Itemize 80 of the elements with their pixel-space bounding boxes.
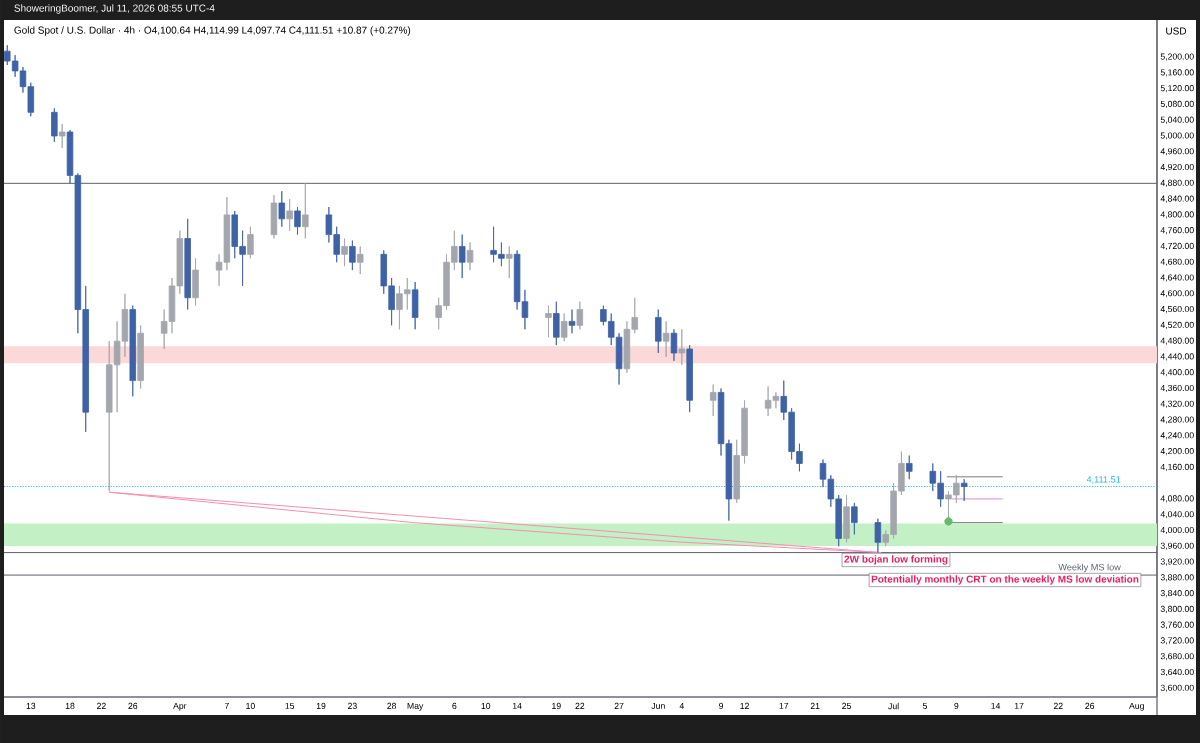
y-tick-label: 5,160.00	[1160, 69, 1194, 77]
annotation: Potentially monthly CRT on the weekly MS low deviation	[871, 575, 1139, 585]
x-tick-label: 14	[991, 702, 1001, 709]
y-tick-label: 4,760.00	[1160, 227, 1194, 235]
y-tick-label: 4,440.00	[1160, 353, 1194, 361]
x-tick-label: 12	[740, 702, 749, 709]
x-tick-label: 19	[316, 702, 326, 709]
y-tick-label: 4,800.00	[1160, 211, 1194, 219]
ref-line-label: 4,111.51	[1086, 476, 1121, 484]
y-tick-label: 3,680.00	[1160, 653, 1194, 661]
text: Gold Spot / U.S. Dollar · 4h · O4,100.64 H4,114.99 L4,097.74 C4,111.51 +10.87 (+0.27%)	[14, 26, 411, 36]
y-tick-label: 5,200.00	[1160, 53, 1194, 61]
y-tick-label: 4,960.00	[1160, 148, 1194, 156]
x-tick-label: 14	[512, 702, 522, 709]
y-tick-label: 4,600.00	[1160, 290, 1194, 298]
x-tick-label: 22	[1053, 702, 1063, 709]
x-tick-label: 17	[1014, 702, 1024, 709]
y-tick-label: 3,720.00	[1160, 637, 1194, 645]
y-tick-label: 3,800.00	[1160, 605, 1194, 613]
x-tick-label: 26	[128, 702, 138, 709]
y-tick-label: 4,920.00	[1160, 163, 1194, 172]
y-tick-label: 4,400.00	[1160, 369, 1194, 377]
x-tick-label: Jun	[651, 702, 665, 709]
x-tick-label: 19	[552, 702, 561, 709]
x-tick-label: 5	[922, 702, 928, 709]
y-tick-label: 4,280.00	[1160, 416, 1194, 424]
y-tick-label: 5,120.00	[1160, 85, 1194, 93]
x-tick-label: May	[407, 702, 424, 711]
y-tick-label: 4,160.00	[1160, 463, 1194, 471]
x-tick-label: 28	[387, 702, 397, 709]
y-tick-label: 4,480.00	[1160, 337, 1194, 345]
x-tick-label: 22	[97, 702, 106, 709]
y-tick-label: 4,000.00	[1160, 526, 1194, 535]
x-tick-label: 9	[954, 702, 959, 709]
x-tick-label: 9	[719, 702, 724, 709]
annotation: 2W bojan low forming	[844, 555, 948, 565]
y-tick-label: 5,000.00	[1160, 132, 1194, 140]
y-tick-label: 4,880.00	[1160, 179, 1194, 187]
x-tick-label: 26	[1085, 702, 1095, 709]
y-tick-label: 3,760.00	[1160, 621, 1194, 629]
x-tick-label: 18	[65, 702, 75, 709]
x-tick-label: 21	[810, 702, 820, 709]
x-tick-label: 6	[452, 702, 457, 709]
y-tick-label: 4,040.00	[1160, 511, 1194, 519]
x-tick-label: 27	[614, 702, 624, 709]
x-tick-label: 22	[575, 702, 585, 709]
x-tick-label: 10	[246, 702, 255, 709]
x-tick-label: 4	[679, 702, 684, 709]
y-tick-label: 4,840.00	[1160, 195, 1194, 203]
y-tick-label: 4,640.00	[1160, 274, 1194, 282]
y-tick-label: 4,320.00	[1160, 400, 1194, 408]
y-tick-label: 4,080.00	[1160, 495, 1194, 503]
y-tick-label: 3,920.00	[1160, 558, 1194, 566]
y-axis-title: USD	[1166, 27, 1187, 35]
x-tick-label: 10	[481, 702, 491, 709]
y-tick-label: 4,720.00	[1160, 242, 1194, 251]
y-tick-label: 3,960.00	[1160, 542, 1194, 550]
x-tick-label: 15	[285, 702, 295, 709]
x-tick-label: Apr	[173, 702, 187, 711]
y-tick-label: 3,600.00	[1160, 684, 1194, 692]
y-tick-label: 4,360.00	[1160, 384, 1194, 393]
x-tick-label: 25	[842, 702, 851, 709]
y-tick-label: 5,080.00	[1160, 100, 1194, 108]
y-tick-label: 4,560.00	[1160, 305, 1194, 314]
y-tick-label: 3,880.00	[1160, 574, 1194, 582]
y-tick-label: 4,200.00	[1160, 448, 1194, 456]
y-tick-label: 3,840.00	[1160, 590, 1194, 598]
x-tick-label: 13	[26, 702, 36, 709]
ref-line-label: Weekly MS low	[1058, 563, 1121, 573]
y-tick-label: 4,240.00	[1160, 432, 1194, 440]
x-tick-label: Jul	[888, 702, 899, 710]
x-tick-label: 23	[348, 702, 357, 709]
x-tick-label: Aug	[1129, 702, 1144, 711]
text: ShoweringBoomer, Jul 11, 2026 08:55 UTC-4	[14, 4, 215, 14]
x-tick-label: 7	[224, 702, 229, 709]
x-tick-label: 17	[779, 702, 789, 709]
y-tick-label: 3,640.00	[1160, 668, 1194, 677]
y-tick-label: 4,680.00	[1160, 258, 1194, 266]
y-tick-label: 4,520.00	[1160, 321, 1194, 329]
y-tick-label: 5,040.00	[1160, 116, 1194, 124]
